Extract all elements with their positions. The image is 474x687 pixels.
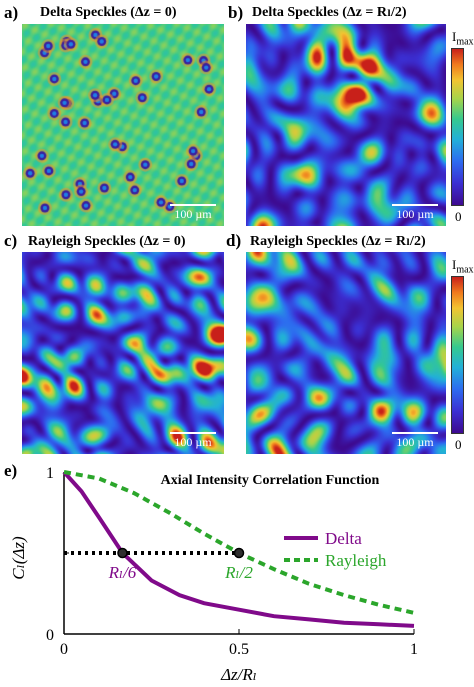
marker-label-1: Rₗ/2	[224, 563, 253, 582]
series-line-delta	[62, 470, 415, 628]
speckle-canvas-c	[22, 252, 224, 454]
panel-label-a: a)	[4, 3, 19, 22]
scale-label-c: 100 µm	[174, 435, 212, 449]
colorbar-bottom-label-2: 0	[455, 437, 462, 452]
speckle-canvas-a	[22, 24, 224, 226]
chart-title: Axial Intensity Correlation Function	[161, 473, 380, 488]
panel-title-b: Delta Speckles (Δz = Rₗ/2)	[252, 5, 407, 20]
speckle-image-b: 100 µm	[246, 24, 446, 226]
marker-1	[233, 547, 245, 559]
y-tick-label-0: 0	[46, 627, 54, 644]
marker-0	[117, 547, 128, 559]
scale-label-d: 100 µm	[396, 435, 434, 449]
marker-label-0: Rₗ/6	[108, 563, 137, 582]
colorbar-bottom-label-1: 0	[455, 209, 462, 224]
panel-title-c: Rayleigh Speckles (Δz = 0)	[28, 234, 186, 249]
panel-label-d: d)	[226, 231, 242, 250]
panel-label-c: c)	[4, 231, 18, 250]
x-tick-label-1: 0.5	[229, 641, 249, 658]
speckle-canvas-b	[246, 24, 446, 226]
colorbar-1	[451, 48, 464, 206]
scale-label-b: 100 µm	[396, 207, 434, 221]
x-tick-label-2: 1	[410, 641, 418, 658]
correlation-chart: Axial Intensity Correlation Function 0 0.…	[9, 465, 418, 684]
scale-bar-d: 100 µm	[392, 432, 438, 450]
panel-title-d: Rayleigh Speckles (Δz = Rₗ/2)	[250, 234, 426, 249]
panel-title-a: Delta Speckles (Δz = 0)	[40, 5, 177, 20]
panel-label-e: e)	[4, 461, 18, 480]
scale-bar-b: 100 µm	[392, 204, 438, 222]
x-axis-label: Δz/Rₗ	[220, 665, 257, 684]
colorbar-2	[451, 276, 464, 434]
legend: Delta Rayleigh	[284, 529, 387, 570]
legend-label-rayleigh: Rayleigh	[325, 551, 387, 570]
speckle-image-c: 100 µm	[22, 252, 224, 454]
speckle-image-a: 100 µm	[22, 24, 224, 226]
colorbar-top-label-2: Imax	[452, 257, 474, 276]
scale-label-a: 100 µm	[174, 207, 212, 221]
colorbar-top-label-1: Imax	[452, 29, 474, 48]
scale-bar-a: 100 µm	[170, 204, 216, 222]
y-axis-label: Cₗ(Δz)	[9, 536, 28, 580]
speckle-canvas-d	[246, 252, 446, 454]
speckle-image-d: 100 µm	[246, 252, 446, 454]
legend-label-delta: Delta	[325, 529, 362, 548]
panel-label-b: b)	[228, 3, 244, 22]
scale-bar-c: 100 µm	[170, 432, 216, 450]
y-tick-label-2: 1	[46, 465, 54, 482]
x-tick-label-0: 0	[60, 641, 68, 658]
